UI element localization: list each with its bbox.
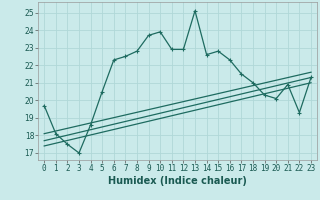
X-axis label: Humidex (Indice chaleur): Humidex (Indice chaleur): [108, 176, 247, 186]
